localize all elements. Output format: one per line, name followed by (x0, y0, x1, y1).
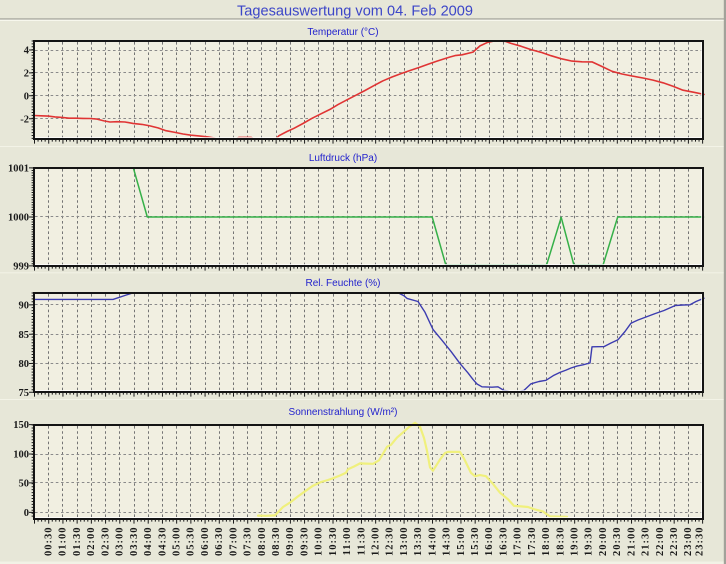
svg-text:21:30: 21:30 (641, 527, 652, 557)
svg-text:12:30: 12:30 (385, 527, 396, 557)
svg-text:04:00: 04:00 (143, 527, 154, 557)
svg-text:11:30: 11:30 (356, 527, 367, 556)
svg-text:02:00: 02:00 (86, 527, 97, 557)
svg-text:19:30: 19:30 (584, 527, 595, 557)
svg-text:85: 85 (19, 330, 30, 341)
svg-text:09:00: 09:00 (285, 527, 296, 557)
svg-text:Rel. Feuchte (%): Rel. Feuchte (%) (305, 278, 380, 289)
svg-text:01:00: 01:00 (58, 527, 69, 557)
svg-text:23:30: 23:30 (695, 527, 706, 557)
svg-text:03:30: 03:30 (129, 527, 140, 557)
svg-text:15:30: 15:30 (470, 527, 481, 557)
svg-text:75: 75 (19, 388, 30, 399)
svg-text:100: 100 (13, 450, 29, 461)
svg-text:999: 999 (13, 262, 29, 273)
svg-text:00:30: 00:30 (44, 527, 55, 557)
svg-text:06:00: 06:00 (200, 527, 211, 557)
svg-text:0: 0 (24, 91, 29, 102)
svg-text:11:00: 11:00 (342, 527, 353, 556)
svg-text:22:00: 22:00 (655, 527, 666, 557)
svg-text:13:30: 13:30 (413, 527, 424, 557)
svg-text:Luftdruck (hPa): Luftdruck (hPa) (309, 153, 377, 164)
svg-text:4: 4 (24, 46, 30, 57)
svg-text:16:00: 16:00 (484, 527, 495, 557)
svg-text:04:30: 04:30 (157, 527, 168, 557)
svg-text:18:00: 18:00 (541, 527, 552, 557)
svg-text:07:00: 07:00 (228, 527, 239, 557)
svg-text:08:30: 08:30 (271, 527, 282, 557)
svg-text:20:00: 20:00 (598, 527, 609, 557)
svg-text:14:00: 14:00 (427, 527, 438, 557)
svg-text:80: 80 (19, 359, 30, 370)
svg-text:17:30: 17:30 (527, 527, 538, 557)
svg-text:-2: -2 (20, 114, 29, 125)
svg-text:90: 90 (19, 301, 30, 312)
svg-text:05:30: 05:30 (186, 527, 197, 557)
svg-text:1000: 1000 (8, 213, 29, 224)
svg-text:08:00: 08:00 (257, 527, 268, 557)
svg-text:06:30: 06:30 (214, 527, 225, 557)
svg-text:19:00: 19:00 (569, 527, 580, 557)
svg-text:23:00: 23:00 (683, 527, 694, 557)
svg-text:02:30: 02:30 (100, 527, 111, 557)
svg-text:18:30: 18:30 (555, 527, 566, 557)
svg-text:Temperatur (°C): Temperatur (°C) (307, 27, 378, 38)
svg-text:12:00: 12:00 (370, 527, 381, 557)
svg-text:03:00: 03:00 (115, 527, 126, 557)
svg-text:16:30: 16:30 (498, 527, 509, 557)
svg-text:14:30: 14:30 (442, 527, 453, 557)
svg-text:10:30: 10:30 (328, 527, 339, 557)
svg-text:21:00: 21:00 (626, 527, 637, 557)
svg-text:Sonnenstrahlung (W/m²): Sonnenstrahlung (W/m²) (289, 407, 398, 418)
svg-text:0: 0 (24, 508, 29, 519)
svg-text:150: 150 (13, 420, 29, 431)
svg-text:1001: 1001 (8, 164, 29, 175)
svg-text:50: 50 (19, 479, 30, 490)
svg-text:10:00: 10:00 (314, 527, 325, 557)
svg-text:17:00: 17:00 (513, 527, 524, 557)
svg-text:01:30: 01:30 (72, 527, 83, 557)
svg-text:13:00: 13:00 (399, 527, 410, 557)
svg-text:05:00: 05:00 (171, 527, 182, 557)
svg-text:22:30: 22:30 (669, 527, 680, 557)
svg-text:20:30: 20:30 (612, 527, 623, 557)
svg-text:07:30: 07:30 (243, 527, 254, 557)
svg-text:09:30: 09:30 (299, 527, 310, 557)
svg-text:15:00: 15:00 (456, 527, 467, 557)
svg-text:Tagesauswertung vom 04. Feb 20: Tagesauswertung vom 04. Feb 2009 (237, 4, 473, 20)
svg-text:2: 2 (24, 69, 29, 80)
